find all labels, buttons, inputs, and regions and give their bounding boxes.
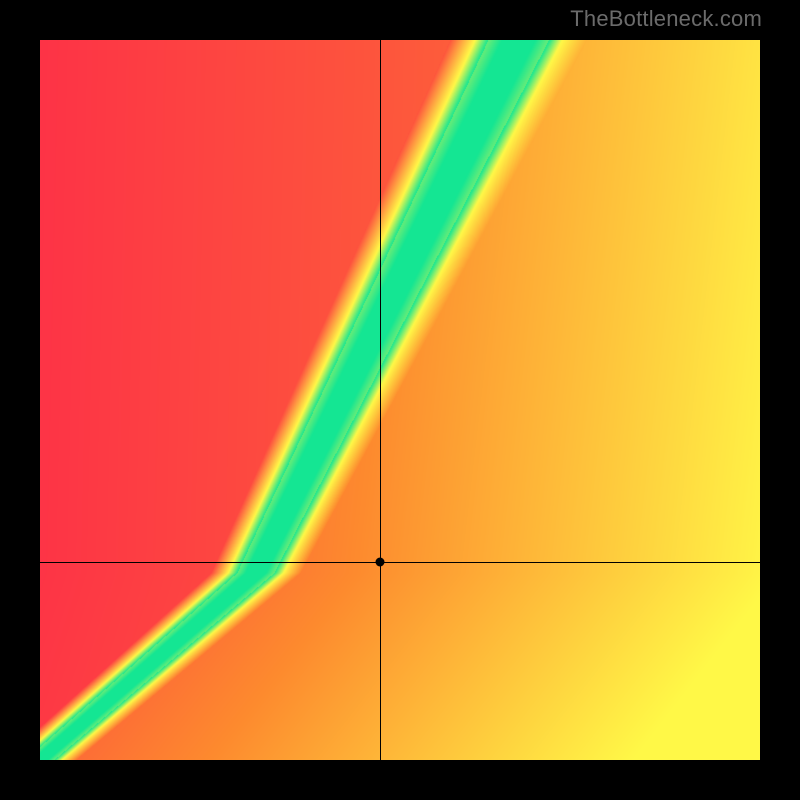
watermark-text: TheBottleneck.com <box>570 6 762 32</box>
chart-container: TheBottleneck.com <box>0 0 800 800</box>
heatmap-canvas <box>40 40 760 760</box>
crosshair-marker-dot <box>375 558 384 567</box>
crosshair-vertical <box>380 40 381 760</box>
plot-area <box>40 40 760 760</box>
crosshair-horizontal <box>40 562 760 563</box>
